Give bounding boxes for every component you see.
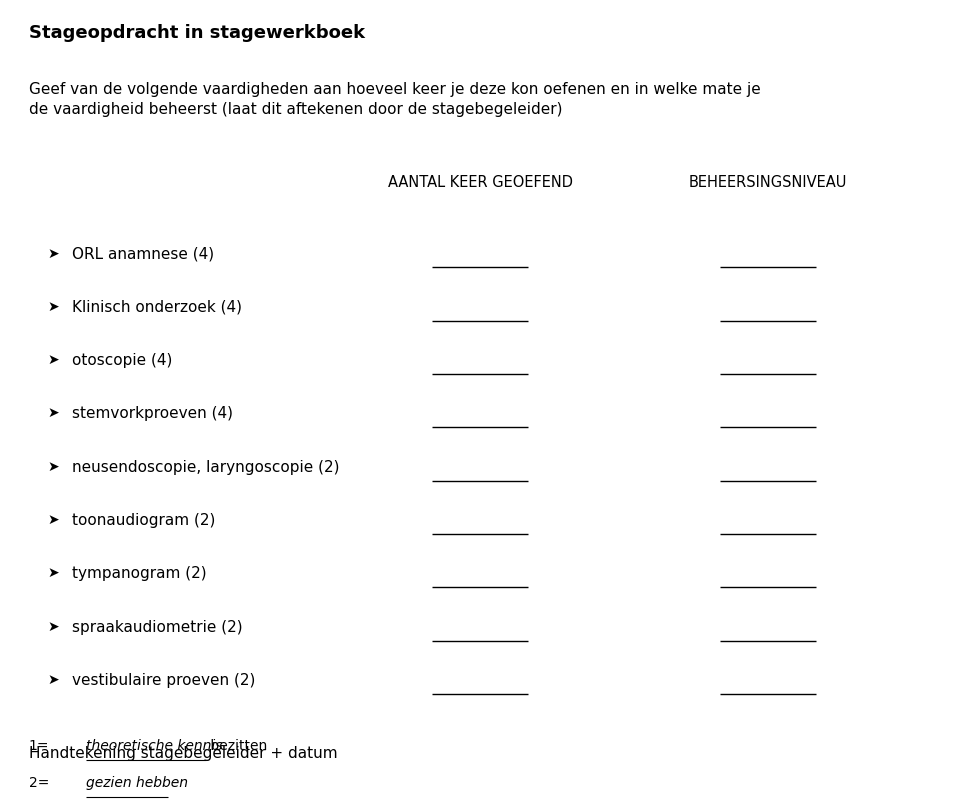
Text: AANTAL KEER GEOEFEND: AANTAL KEER GEOEFEND [388,175,572,191]
Text: toonaudiogram (2): toonaudiogram (2) [72,513,215,528]
Text: vestibulaire proeven (2): vestibulaire proeven (2) [72,673,255,688]
Text: Geef van de volgende vaardigheden aan hoeveel keer je deze kon oefenen en in wel: Geef van de volgende vaardigheden aan ho… [29,82,760,117]
Text: spraakaudiometrie (2): spraakaudiometrie (2) [72,620,243,635]
Text: ➤: ➤ [47,353,59,367]
Text: ORL anamnese (4): ORL anamnese (4) [72,246,214,262]
Text: theoretische kennis: theoretische kennis [86,739,223,753]
Text: ➤: ➤ [47,406,59,420]
Text: ➤: ➤ [47,673,59,687]
Text: 1=: 1= [29,739,49,753]
Text: gezien hebben: gezien hebben [86,776,188,790]
Text: ➤: ➤ [47,620,59,633]
Text: ➤: ➤ [47,246,59,260]
Text: neusendoscopie, laryngoscopie (2): neusendoscopie, laryngoscopie (2) [72,460,340,475]
Text: ➤: ➤ [47,513,59,527]
Text: ➤: ➤ [47,460,59,473]
Text: tympanogram (2): tympanogram (2) [72,566,206,582]
Text: Stageopdracht in stagewerkboek: Stageopdracht in stagewerkboek [29,24,365,42]
Text: 2=: 2= [29,776,49,790]
Text: otoscopie (4): otoscopie (4) [72,353,173,368]
Text: Handtekening stagebegeleider + datum: Handtekening stagebegeleider + datum [29,746,337,761]
Text: BEHEERSINGSNIVEAU: BEHEERSINGSNIVEAU [689,175,847,191]
Text: Klinisch onderzoek (4): Klinisch onderzoek (4) [72,300,242,315]
Text: bezitten: bezitten [206,739,267,753]
Text: stemvorkproeven (4): stemvorkproeven (4) [72,406,233,422]
Text: ➤: ➤ [47,566,59,580]
Text: ➤: ➤ [47,300,59,314]
